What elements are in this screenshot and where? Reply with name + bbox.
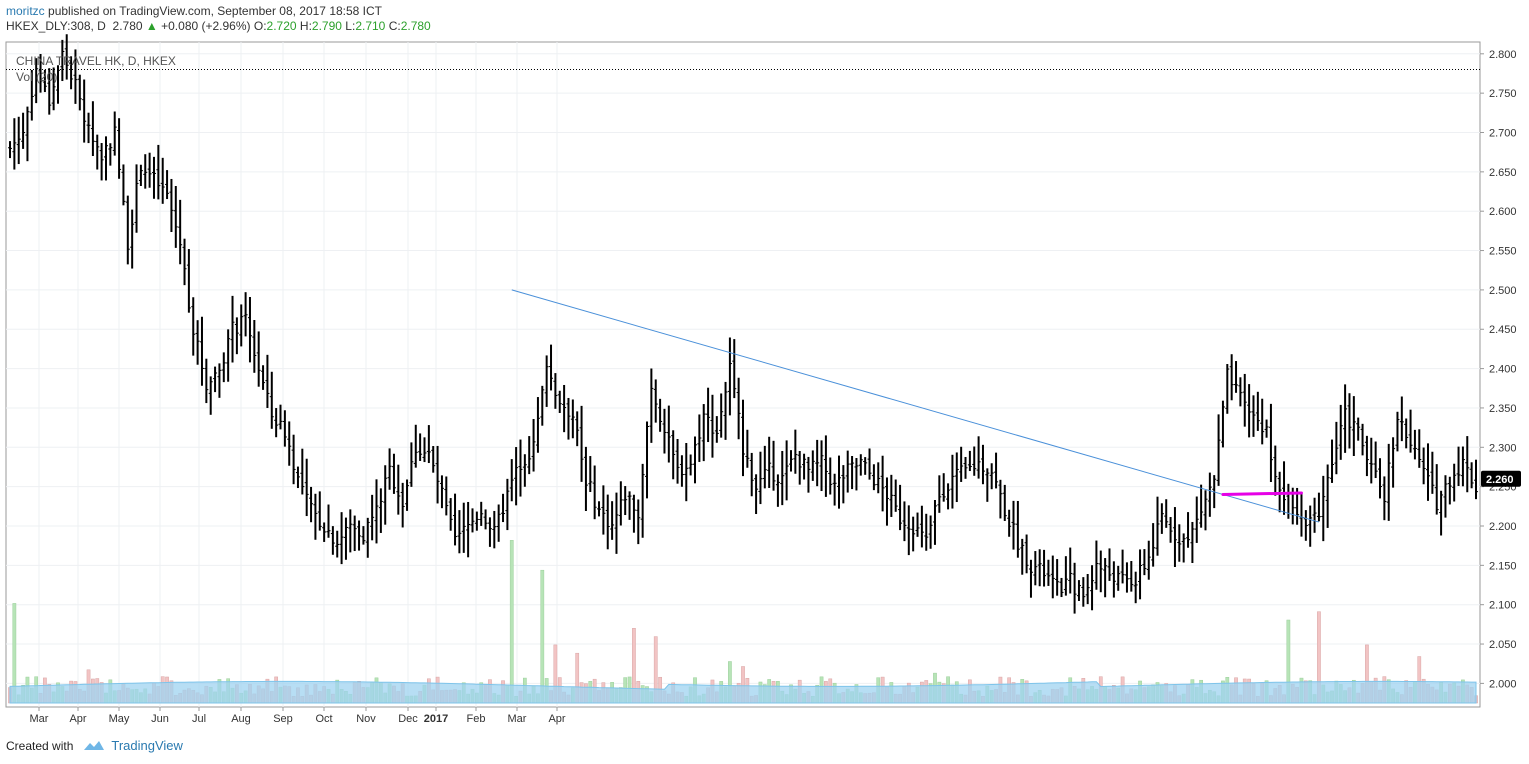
price-tick-label: 2.450 [1489, 324, 1517, 336]
close-value: 2.780 [400, 19, 431, 33]
price-tick-label: 2.550 [1489, 246, 1517, 258]
low-value: 2.710 [355, 19, 386, 33]
symbol-label: HKEX_DLY:308, D [6, 19, 106, 33]
volume-moving-average [9, 680, 1477, 704]
last-price: 2.780 [112, 19, 143, 33]
time-tick-label: Sep [273, 713, 293, 725]
trendline[interactable] [511, 289, 1320, 523]
price-tick-label: 2.400 [1489, 364, 1517, 376]
time-tick-label: Oct [315, 713, 332, 725]
price-tick-label: 2.350 [1489, 403, 1517, 415]
price-tick-label: 2.750 [1489, 88, 1517, 100]
time-tick-label: May [109, 713, 130, 725]
high-value: 2.790 [311, 19, 342, 33]
time-axis[interactable]: Mar Apr May Jun Jul Aug Sep Oct Nov Dec 2017 Feb Mar… [30, 707, 566, 725]
time-tick-label: Nov [356, 713, 376, 725]
price-tick-label: 2.600 [1489, 206, 1517, 218]
time-tick-label: 2017 [424, 713, 448, 725]
price-tick-label: 2.800 [1489, 49, 1517, 61]
author-link[interactable]: moritzc [6, 4, 45, 18]
price-tick-label: 2.150 [1489, 560, 1517, 572]
legend-volume: Vol (20) [16, 70, 57, 84]
time-tick-label: Mar [508, 713, 527, 725]
close-label: C: [388, 19, 401, 33]
volume-bar [509, 540, 514, 704]
price-tick-label: 2.050 [1489, 639, 1517, 651]
price-change: +0.080 (+2.96%) [161, 19, 251, 33]
price-tick-label: 2.000 [1489, 678, 1517, 690]
chart-header: moritzc published on TradingView.com, Se… [6, 4, 431, 34]
open-label: O: [253, 19, 267, 33]
time-tick-label: Feb [467, 713, 486, 725]
time-tick-label: Mar [30, 713, 49, 725]
up-arrow-icon: ▲ [145, 19, 158, 33]
time-tick-label: Apr [548, 713, 565, 725]
footer: Created with TradingView [6, 738, 183, 753]
price-tick-label: 2.700 [1489, 128, 1517, 140]
tradingview-link[interactable]: TradingView [111, 738, 183, 753]
highlight-line[interactable] [1221, 491, 1303, 497]
high-label: H: [299, 19, 312, 33]
tradingview-logo-icon [84, 740, 105, 750]
price-tick-label: 2.500 [1489, 285, 1517, 297]
ohlc-readout: HKEX_DLY:308, D 2.780 ▲ +0.080 (+2.96%) … [6, 19, 431, 34]
price-tick-label: 2.100 [1489, 600, 1517, 612]
volume-bar [540, 569, 545, 704]
time-tick-label: Dec [398, 713, 418, 725]
time-tick-label: Jun [151, 713, 169, 725]
open-value: 2.720 [266, 19, 297, 33]
last-price-tag [1481, 470, 1521, 487]
legend-title: CHINA TRAVEL HK, D, HKEX [16, 54, 176, 68]
price-tick-label: 2.300 [1489, 442, 1517, 454]
price-axis[interactable]: 2.800 2.750 2.700 2.650 2.600 2.550 2.500 2.450… [1480, 49, 1517, 691]
price-tick-label: 2.200 [1489, 521, 1517, 533]
published-text: published on TradingView.com, September … [48, 4, 383, 18]
last-price-tag-label: 2.260 [1486, 474, 1514, 486]
time-tick-label: Jul [192, 713, 206, 725]
created-with-text: Created with [6, 738, 74, 753]
time-tick-label: Aug [231, 713, 251, 725]
price-tick-label: 2.650 [1489, 167, 1517, 179]
low-label: L: [345, 19, 356, 33]
time-tick-label: Apr [69, 713, 86, 725]
